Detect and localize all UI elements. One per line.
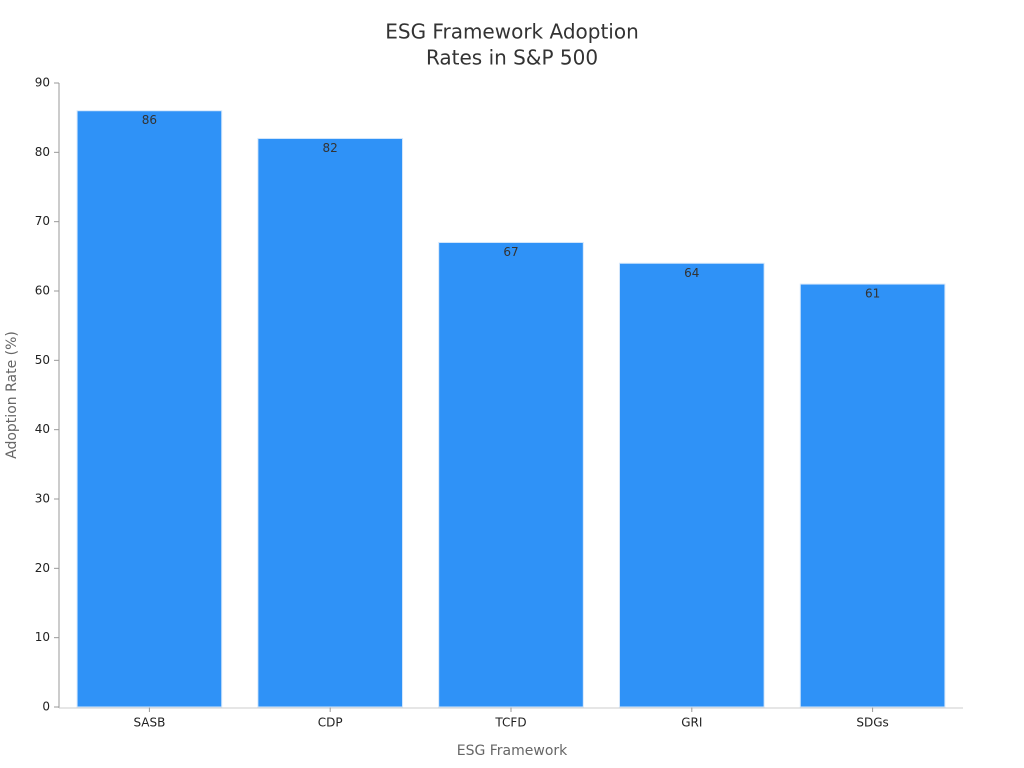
chart-title: ESG Framework Adoption [385,20,639,44]
x-axis-label: ESG Framework [457,743,568,759]
y-tick-label: 20 [35,561,50,575]
y-tick-label: 90 [35,76,50,90]
y-tick-label: 60 [35,284,50,298]
y-tick-label: 30 [35,492,50,506]
y-tick-label: 0 [42,700,50,714]
value-label: 86 [142,113,157,127]
value-label: 61 [865,287,880,301]
bar [76,110,223,708]
y-tick-label: 80 [35,145,50,159]
x-tick-label: SASB [133,716,165,730]
x-tick-label: GRI [681,716,702,730]
bar [257,137,404,708]
value-label: 64 [684,266,699,280]
chart-title: Rates in S&P 500 [426,46,598,70]
y-tick-label: 10 [35,630,50,644]
value-label: 67 [503,245,518,259]
x-tick-label: CDP [318,716,343,730]
y-tick-label: 50 [35,353,50,367]
value-label: 82 [323,141,338,155]
bar [438,241,584,708]
bar [618,262,765,708]
x-tick-label: SDGs [856,716,888,730]
bar [799,283,946,708]
y-tick-label: 70 [35,214,50,228]
y-tick-label: 40 [35,422,50,436]
y-axis-label: Adoption Rate (%) [4,331,20,459]
x-tick-label: TCFD [494,716,526,730]
